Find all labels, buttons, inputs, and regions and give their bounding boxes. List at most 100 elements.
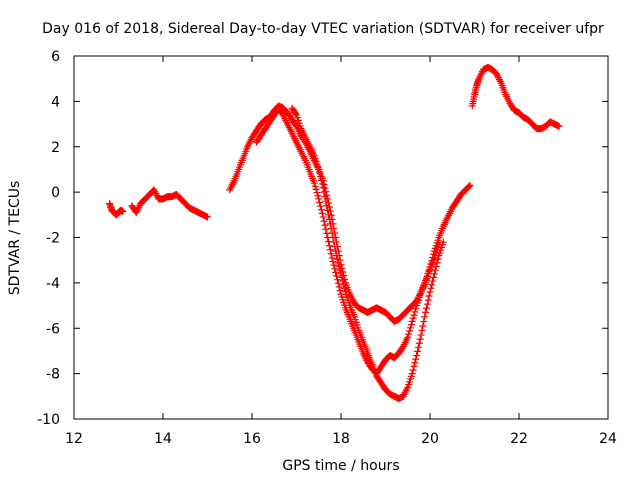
data-point xyxy=(337,270,345,278)
data-point xyxy=(329,258,337,266)
data-point xyxy=(322,197,330,205)
data-point xyxy=(331,265,339,273)
data-point xyxy=(409,366,417,374)
x-tick-label: 14 xyxy=(154,431,172,447)
series-arc-3c xyxy=(288,104,447,403)
data-point xyxy=(418,327,426,335)
y-tick-label: 6 xyxy=(51,49,60,65)
data-point xyxy=(340,281,348,289)
data-point xyxy=(324,206,332,214)
x-tick-label: 22 xyxy=(510,431,528,447)
data-point xyxy=(432,263,440,271)
data-point xyxy=(405,330,413,338)
data-point xyxy=(119,207,127,215)
data-point xyxy=(317,206,325,214)
data-point xyxy=(319,213,327,221)
data-point xyxy=(328,254,336,262)
data-point xyxy=(327,250,335,258)
series-arc-1 xyxy=(106,199,127,219)
data-point xyxy=(419,322,427,330)
plot-frame xyxy=(73,55,609,420)
y-tick-label: -10 xyxy=(37,412,60,428)
axis-ticks xyxy=(73,55,609,420)
data-point xyxy=(430,273,438,281)
data-point xyxy=(439,238,447,246)
data-point xyxy=(315,165,323,173)
data-point xyxy=(429,277,437,285)
data-point xyxy=(316,199,324,207)
data-point xyxy=(434,255,442,263)
data-point xyxy=(325,211,333,219)
series-arc-2 xyxy=(128,186,211,221)
data-point xyxy=(336,266,344,274)
data-point xyxy=(406,324,414,332)
data-point xyxy=(414,347,422,355)
data-point xyxy=(415,339,423,347)
y-tick-label: -4 xyxy=(46,276,60,292)
data-point xyxy=(416,335,424,343)
data-point xyxy=(326,220,334,228)
data-point xyxy=(325,242,333,250)
data-point xyxy=(404,333,412,341)
data-point xyxy=(333,276,341,284)
data-point xyxy=(323,202,331,210)
data-point xyxy=(422,308,430,316)
y-tick-label: 4 xyxy=(51,94,60,110)
y-tick-label: 2 xyxy=(51,140,60,156)
data-point xyxy=(410,362,418,370)
data-point xyxy=(333,255,341,263)
data-point xyxy=(408,317,416,325)
data-point xyxy=(317,202,325,210)
data-point xyxy=(406,327,414,335)
data-point xyxy=(412,355,420,363)
x-tick-label: 12 xyxy=(65,431,83,447)
data-point xyxy=(311,182,319,190)
data-point xyxy=(321,193,329,201)
data-point xyxy=(333,252,341,260)
y-tick-label: -6 xyxy=(46,321,60,337)
data-point xyxy=(320,217,328,225)
x-tick-label: 16 xyxy=(243,431,261,447)
data-point xyxy=(332,268,340,276)
data-point xyxy=(310,179,318,187)
data-point xyxy=(422,304,430,312)
series-arc-3b xyxy=(252,104,443,378)
data-point xyxy=(421,313,429,321)
data-point xyxy=(333,272,341,280)
chart-title: Day 016 of 2018, Sidereal Day-to-day VTE… xyxy=(42,21,604,37)
data-point xyxy=(411,359,419,367)
data-point xyxy=(331,243,339,251)
data-point xyxy=(414,343,422,351)
data-point xyxy=(427,284,435,292)
x-axis-label: GPS time / hours xyxy=(282,458,399,474)
data-point xyxy=(423,300,431,308)
data-point xyxy=(335,283,343,291)
data-point xyxy=(408,370,416,378)
data-point xyxy=(412,305,420,313)
data-point xyxy=(420,317,428,325)
data-point xyxy=(318,209,326,217)
data-point xyxy=(327,224,335,232)
data-point xyxy=(413,351,421,359)
data-point xyxy=(330,261,338,269)
data-point xyxy=(318,180,326,188)
data-point xyxy=(430,270,438,278)
y-tick-label: -2 xyxy=(46,231,60,247)
data-point xyxy=(328,229,336,237)
data-point xyxy=(409,314,417,322)
data-point xyxy=(317,173,325,181)
data-point xyxy=(426,288,434,296)
data-point xyxy=(425,292,433,300)
x-tick-label: 24 xyxy=(599,431,617,447)
data-point xyxy=(335,263,343,271)
data-point xyxy=(326,246,334,254)
data-points xyxy=(106,63,563,403)
data-point xyxy=(319,184,327,192)
data-point xyxy=(465,182,473,190)
data-point xyxy=(312,185,320,193)
data-point xyxy=(428,281,436,289)
data-point xyxy=(332,247,340,255)
data-point xyxy=(315,195,323,203)
